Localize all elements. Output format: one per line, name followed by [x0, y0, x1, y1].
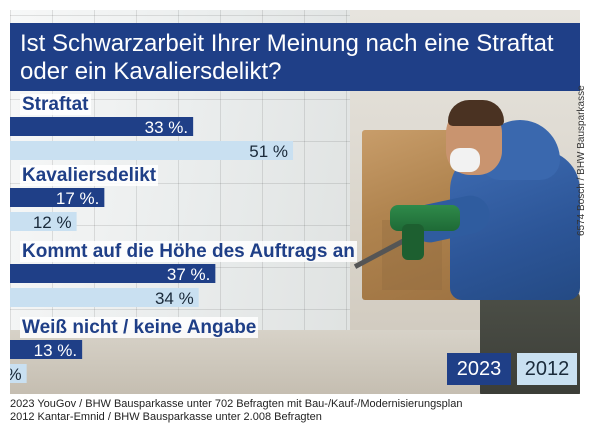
- bar-value-label-2012-3: 34 %: [155, 289, 194, 308]
- title-bar: Ist Schwarzarbeit Ihrer Meinung nach ein…: [10, 23, 580, 91]
- category-label-kavaliersdelikt: Kavaliersdelikt: [20, 165, 159, 186]
- bar-2012-3: [10, 288, 199, 307]
- source-line-2012: 2012 Kantar-Emnid / BHW Bausparkasse unt…: [10, 411, 322, 423]
- bar-2012-1: [10, 141, 294, 160]
- bar-value-label-2012-2: 12 %: [33, 213, 72, 232]
- bar-2012-2: [10, 212, 77, 231]
- bar-2023-4: [10, 340, 83, 359]
- category-label-auftrag: Kommt auf die Höhe des Auftrags an: [20, 241, 357, 262]
- hammer-drill-grip: [402, 224, 424, 260]
- infographic-frame: Ist Schwarzarbeit Ihrer Meinung nach ein…: [10, 10, 580, 394]
- photo-credit: 6574 Bosch / BHW Bausparkasse: [576, 85, 587, 236]
- legend-2012: 2012: [517, 353, 577, 385]
- bar-2012-4: [10, 364, 27, 383]
- chart-title: Ist Schwarzarbeit Ihrer Meinung nach ein…: [20, 30, 570, 86]
- bar-value-label-2012-1: 51 %: [249, 142, 288, 161]
- bar-value-label-2012-4: 3 %: [10, 365, 22, 384]
- bar-2023-2: [10, 188, 105, 207]
- title-line-2: oder ein Kavaliersdelikt?: [20, 58, 282, 85]
- bar-value-label-2023-2: 17 %.: [56, 189, 99, 208]
- bar-value-label-2023-4: 13 %.: [34, 341, 77, 360]
- source-note: 2023 YouGov / BHW Bausparkasse unter 702…: [10, 398, 570, 424]
- legend-2023: 2023: [447, 353, 511, 385]
- hammer-drill: [390, 205, 460, 231]
- source-line-2023: 2023 YouGov / BHW Bausparkasse unter 702…: [10, 398, 463, 410]
- title-line-1: Ist Schwarzarbeit Ihrer Meinung nach ein…: [20, 30, 554, 57]
- bar-value-label-2023-3: 37 %.: [167, 265, 210, 284]
- category-label-straftat: Straftat: [20, 94, 91, 115]
- bar-value-label-2023-1: 33 %.: [145, 118, 188, 137]
- bar-2023-1: [10, 117, 194, 136]
- worker-hair: [448, 100, 504, 126]
- bar-2023-3: [10, 264, 216, 283]
- dust-mask: [450, 148, 480, 172]
- category-label-weiss-nicht: Weiß nicht / keine Angabe: [20, 317, 259, 338]
- bar-chart: 33 %. 51 % 17 %. 12 % 37 %. 34 % 13 %. 3 %: [10, 117, 294, 384]
